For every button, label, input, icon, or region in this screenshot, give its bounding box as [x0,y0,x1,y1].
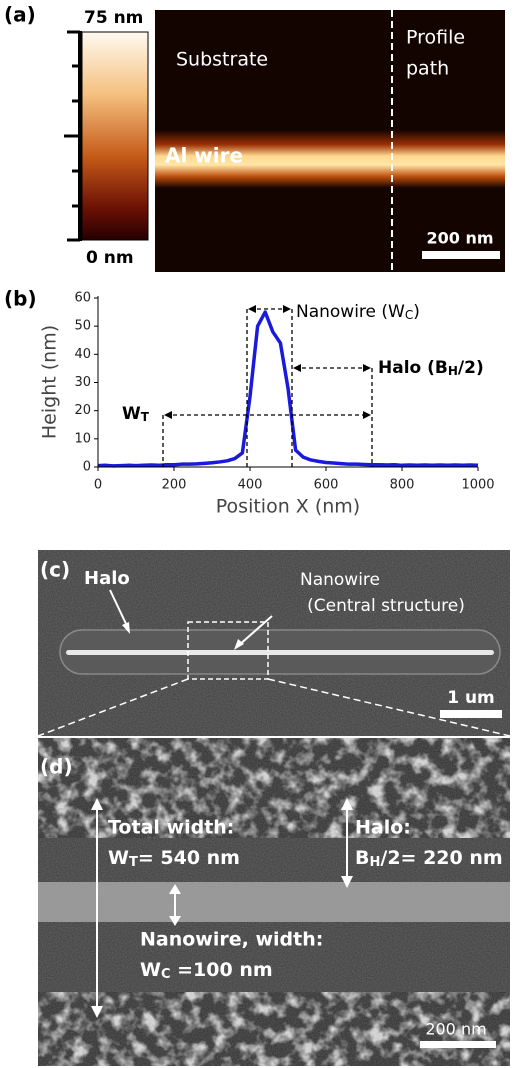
panel-d: (d) Total width: WT= 540 nm Halo: BH/2= … [38,738,510,1066]
profile-line [98,312,478,466]
panel-a: (a) 75 nm 0 nm Substrate Profile path Al… [4,3,505,273]
wire-label: Al wire [165,144,243,168]
value-sub: H [369,855,380,870]
colorbar [82,32,148,240]
y-axis-title: Height (nm) [39,325,61,439]
profile-label: Profile [406,27,465,49]
value-sub: T [129,855,138,870]
value-sub: C [161,967,171,982]
y-tick-label: 0 [83,460,91,475]
panel-label: (b) [4,287,37,311]
panel-b: (b) Height (nm) Position X (nm) Nanowire… [4,287,495,518]
x-tick-label: 400 [238,478,263,493]
scale-label: 200 nm [426,229,493,248]
annotation: Halo (BH/2) [378,358,484,378]
annotation-lines [163,309,372,467]
panel-c: (c) Halo Nanowire (Central structure) 1 … [38,550,510,736]
scale-label: 1 um [447,688,495,708]
annotation-text: W [122,404,141,424]
y-tick-label: 40 [74,347,91,362]
halo-title: Halo: [355,817,411,839]
panel-label: (a) [4,3,36,27]
scale-bar [420,1041,496,1048]
sem-noise [38,738,510,1066]
x-tick-label: 0 [94,478,102,493]
nanowire-label: (Central structure) [307,596,465,616]
panel-label: (c) [40,558,70,582]
x-tick-label: 800 [390,478,415,493]
annotation-text: /2) [458,358,484,378]
annotation-text: ) [413,302,420,322]
wire-title: Nanowire, width: [140,929,323,951]
value-text: = 540 nm [138,847,240,869]
nanowire-shape [66,650,494,655]
y-tick-label: 20 [74,403,91,418]
colorbar-ticks [64,32,80,240]
x-axis-title: Position X (nm) [216,496,360,518]
annotation: Nanowire (WC) [296,302,420,322]
panel-label: (d) [40,755,73,779]
scale-label: 200 nm [425,1020,486,1039]
x-tick-label: 200 [162,478,187,493]
annotation-sub: C [405,308,413,322]
annotation-text: Halo (B [378,358,448,378]
annotation-sub: H [448,364,458,378]
total-value: WT= 540 nm [108,847,240,870]
scale-bar [422,251,500,259]
value-text: W [140,959,161,981]
figure: (a) 75 nm 0 nm Substrate Profile path Al… [0,0,518,1068]
substrate-label: Substrate [176,49,268,71]
scale-bar [440,710,502,718]
profile-label: path [406,58,449,80]
x-tick-label: 1000 [461,478,494,493]
y-tick-label: 50 [74,319,91,334]
annotation-text: Nanowire (W [296,302,405,322]
y-tick-label: 30 [74,375,91,390]
y-tick-label: 10 [74,431,91,446]
annotation: WT [122,404,150,424]
total-title: Total width: [108,817,234,839]
value-text: /2= 220 nm [380,847,502,869]
value-text: B [355,847,369,869]
halo-label: Halo [84,568,130,589]
value-text: W [108,847,129,869]
nanowire-label: Nanowire [300,570,380,590]
colorbar-max: 75 nm [84,8,143,28]
wire-value: WC =100 nm [140,959,273,982]
colorbar-min: 0 nm [86,248,134,268]
x-tick-label: 600 [314,478,339,493]
value-text: =100 nm [171,959,273,981]
y-tick-label: 60 [74,291,91,306]
annotation-sub: T [141,410,150,424]
